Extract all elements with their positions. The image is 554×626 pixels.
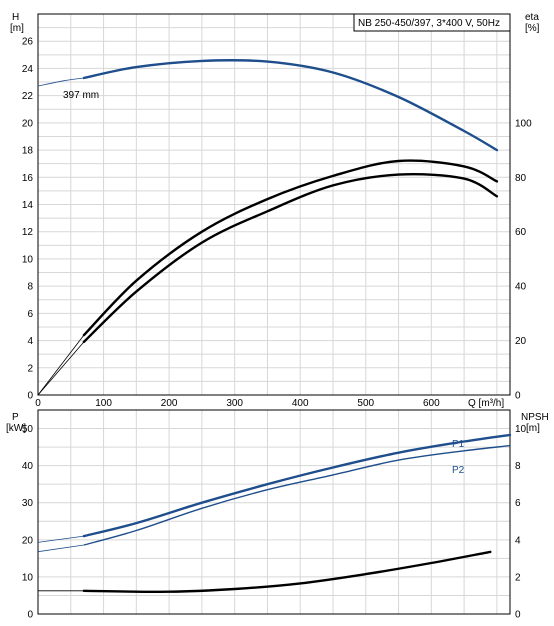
h-tick-label: 4 <box>27 336 33 347</box>
efficiency-upper-curve <box>82 159 499 337</box>
p-tick-label: 0 <box>27 610 33 621</box>
p1-label: P1 <box>452 439 465 450</box>
eta-tick-label: 60 <box>515 227 527 238</box>
q-tick-label: 100 <box>95 398 112 409</box>
p1-curve <box>82 433 512 538</box>
legend-text: NB 250-450/397, 3*400 V, 50Hz <box>358 18 500 29</box>
q-axis-label: Q [m³/h] <box>468 398 504 409</box>
impeller-diameter-label: 397 mm <box>63 90 99 101</box>
h-tick-label: 14 <box>22 200 34 211</box>
h-tick-label: 6 <box>27 309 33 320</box>
npsh-curve <box>82 550 492 593</box>
eta-tick-label: 0 <box>515 391 521 402</box>
q-tick-label: 600 <box>423 398 440 409</box>
npsh-axis-unit: [m] <box>526 423 540 434</box>
npsh-axis-label: NPSH <box>521 412 549 423</box>
q-tick-label: 200 <box>161 398 178 409</box>
npsh-tick-label: 2 <box>515 572 521 583</box>
q-tick-label: 400 <box>292 398 309 409</box>
q-tick-label: 500 <box>357 398 374 409</box>
bottom-plot-frame <box>37 409 511 615</box>
top-gridlines <box>38 14 510 395</box>
head-extension <box>37 77 84 87</box>
h-tick-label: 16 <box>22 173 34 184</box>
legend-box <box>353 13 511 32</box>
npsh-tick-label: 0 <box>515 610 521 621</box>
bottom-tick-labels: 0 10 20 30 40 50 0 2 4 6 8 10 <box>22 424 527 620</box>
h-tick-label: 12 <box>22 227 34 238</box>
npsh-tick-label: 8 <box>515 461 521 472</box>
eta-tick-label: 20 <box>515 336 527 347</box>
p2-extension <box>37 544 84 553</box>
npsh-tick-label: 6 <box>515 498 521 509</box>
npsh-tick-label: 10 <box>515 424 527 435</box>
p-tick-label: 50 <box>22 424 34 435</box>
h-tick-label: 24 <box>22 64 34 75</box>
h-tick-label: 0 <box>27 391 33 402</box>
eta-axis-label: eta <box>525 12 539 23</box>
eta-tick-label: 80 <box>515 173 527 184</box>
h-tick-label: 20 <box>22 118 34 129</box>
h-axis-unit: [m] <box>10 23 24 34</box>
eta-tick-label: 100 <box>515 118 532 129</box>
h-tick-label: 10 <box>22 254 34 265</box>
p-tick-label: 20 <box>22 535 34 546</box>
top-plot-frame <box>37 13 511 396</box>
eta-tick-label: 40 <box>515 282 527 293</box>
h-tick-label: 26 <box>22 37 34 48</box>
head-curve <box>82 58 499 152</box>
p-tick-label: 30 <box>22 498 34 509</box>
q-tick-label: 0 <box>35 398 41 409</box>
efficiency-lower-curve <box>82 173 499 344</box>
p-tick-label: 10 <box>22 572 34 583</box>
h-tick-label: 18 <box>22 146 34 157</box>
p2-label: P2 <box>452 465 465 476</box>
eta-axis-unit: [%] <box>525 23 540 34</box>
efficiency-upper-extension <box>37 334 85 396</box>
q-tick-label: 300 <box>226 398 243 409</box>
curves <box>37 58 512 593</box>
p-axis-unit: [kW] <box>6 423 26 434</box>
h-tick-label: 8 <box>27 282 33 293</box>
p-tick-label: 40 <box>22 461 34 472</box>
h-axis-label: H <box>12 12 19 23</box>
p-axis-label: P <box>12 412 19 423</box>
efficiency-lower-extension <box>37 341 85 396</box>
h-tick-label: 2 <box>27 363 33 374</box>
bottom-gridlines <box>38 410 510 614</box>
p1-extension <box>37 535 84 543</box>
npsh-tick-label: 4 <box>515 535 521 546</box>
h-tick-label: 22 <box>22 91 34 102</box>
p2-curve <box>83 444 511 546</box>
